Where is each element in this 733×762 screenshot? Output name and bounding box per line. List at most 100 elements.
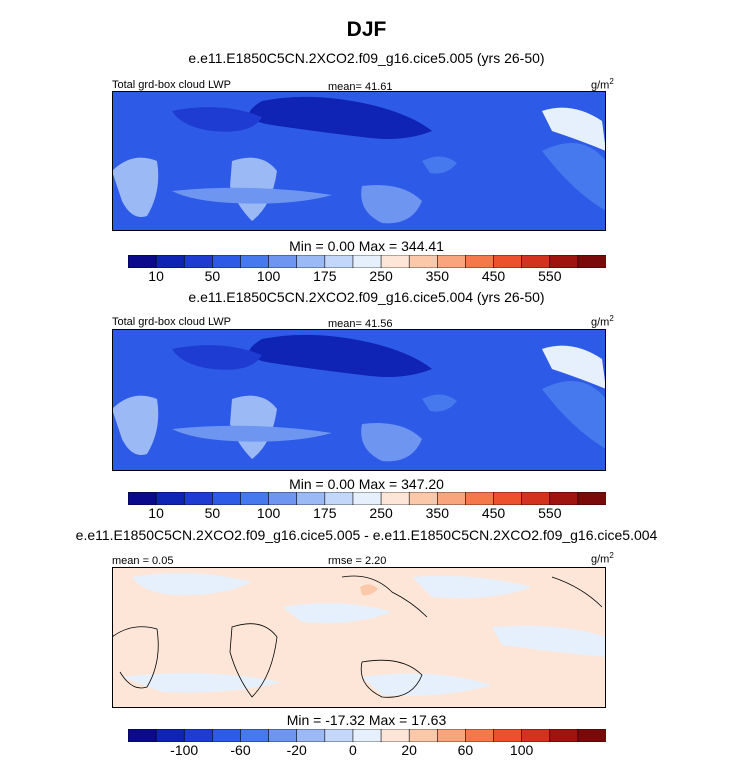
colorbar-swatch [155,492,185,505]
colorbar-tick-label: 175 [313,268,337,284]
colorbar-swatch [128,729,157,742]
colorbar-tick-label: 10 [148,505,164,521]
map-region-light-blue-4 [492,625,606,657]
colorbar-swatch [465,492,495,505]
colorbar-swatch [324,255,354,268]
panel-1-colorbar [128,255,606,268]
map-region-south-atlantic [172,425,332,442]
colorbar-swatch [240,255,270,268]
map-region-pacific [542,143,606,211]
colorbar-tick-label: -60 [230,742,251,758]
panel-2-map [112,329,606,479]
colorbar-swatch [493,492,523,505]
colorbar-tick-label: 100 [256,268,281,284]
colorbar-swatch [183,255,214,268]
colorbar-swatch [212,729,242,742]
map-region-dark-atlantic [172,345,262,370]
map-land-south-america [112,395,159,455]
map-region-pacific [542,381,606,449]
colorbar-swatch [183,729,214,742]
colorbar-tick-label: 350 [425,505,449,521]
map-land-central-america [542,107,606,151]
panel-3-units: g/m2 [591,551,614,566]
colorbar-tick-label: 250 [369,505,393,521]
map-coast-central-america [551,576,603,608]
panel-1-units-exp: 2 [609,77,614,86]
map-region-light-blue-3 [412,575,532,599]
colorbar-swatch [352,729,382,742]
map-frame [112,91,606,231]
colorbar-swatch [465,255,495,268]
panel-3-case-title: e.e11.E1850C5CN.2XCO2.f09_g16.cice5.005 … [75,527,658,543]
map-coast-africa [229,623,278,698]
colorbar-swatch [521,729,551,742]
map-region-light-blue-1 [132,573,252,596]
panel-2-units-base: g/m [591,316,610,329]
colorbar-tick-label: 60 [457,742,474,758]
colorbar-swatch [183,492,214,505]
colorbar-swatch [380,729,410,742]
map-region-peach [360,584,378,596]
colorbar-swatch [240,492,270,505]
panel-2-colorbar [128,492,606,505]
map-region-dark-north-africa [249,334,432,377]
panel-2-left-label: Total grd-box cloud LWP [112,316,232,328]
panel-1-colorbar-svg [128,255,606,268]
colorbar-swatch [155,729,185,742]
panel-1-units: g/m2 [591,77,614,92]
colorbar-swatch [408,492,438,505]
map-region-dark-north-africa [249,96,432,139]
colorbar-swatch [380,255,410,268]
colorbar-tick-label: 550 [538,268,562,284]
map-region-light-blue-2 [282,603,392,624]
panel-3-rmse-label: rmse = 2.20 [328,555,387,567]
panel-1-map [112,91,606,241]
panel-3-colorbar-svg [128,729,606,742]
map-region-light-blue-5 [122,673,282,693]
colorbar-swatch [577,255,606,268]
colorbar-tick-label: 10 [148,268,164,284]
panel-2-units: g/m2 [591,314,614,329]
panel-1-case-title: e.e11.E1850C5CN.2XCO2.f09_g16.cice5.005 … [188,50,545,66]
panel-3-minmax: Min = -17.32 Max = 17.63 [286,712,447,728]
colorbar-swatch [324,729,354,742]
panel-1-minmax: Min = 0.00 Max = 344.41 [289,238,444,254]
colorbar-swatch [549,492,579,505]
colorbar-swatch [240,729,270,742]
colorbar-tick-label: -100 [170,742,199,758]
map-region-light-blue-6 [362,673,492,696]
colorbar-tick-label: 450 [481,505,506,521]
panel-2-case-title: e.e11.E1850C5CN.2XCO2.f09_g16.cice5.004 … [188,289,545,305]
colorbar-swatch [549,255,579,268]
colorbar-swatch [296,729,326,742]
panel-3-units-exp: 2 [609,551,614,560]
colorbar-swatch [128,492,157,505]
map-land-australia [361,423,422,462]
map-region-maritime [422,156,457,174]
map-coast-south-america [112,626,159,689]
colorbar-swatch [212,255,242,268]
colorbar-tick-label: 100 [509,742,534,758]
colorbar-tick-label: 50 [204,268,221,284]
colorbar-swatch [268,492,298,505]
panel-1-units-base: g/m [591,79,610,92]
map-frame [112,329,606,471]
colorbar-swatch [577,729,606,742]
panel-3-map [112,567,606,717]
colorbar-swatch [268,255,298,268]
colorbar-swatch [493,729,523,742]
panel-2-mean-label: mean= 41.56 [328,318,393,330]
colorbar-swatch [549,729,579,742]
map-frame [112,567,606,708]
colorbar-swatch [521,255,551,268]
colorbar-swatch [465,729,495,742]
colorbar-tick-label: 350 [425,268,449,284]
panel-1-mean-label: mean= 41.61 [328,81,393,93]
panel-2-map-svg [112,329,606,471]
colorbar-swatch [577,492,606,505]
colorbar-swatch [155,255,185,268]
panel-3-colorbar [128,729,606,742]
map-region-dark-atlantic [172,107,262,132]
panel-1-map-svg [112,91,606,231]
colorbar-swatch [436,255,467,268]
